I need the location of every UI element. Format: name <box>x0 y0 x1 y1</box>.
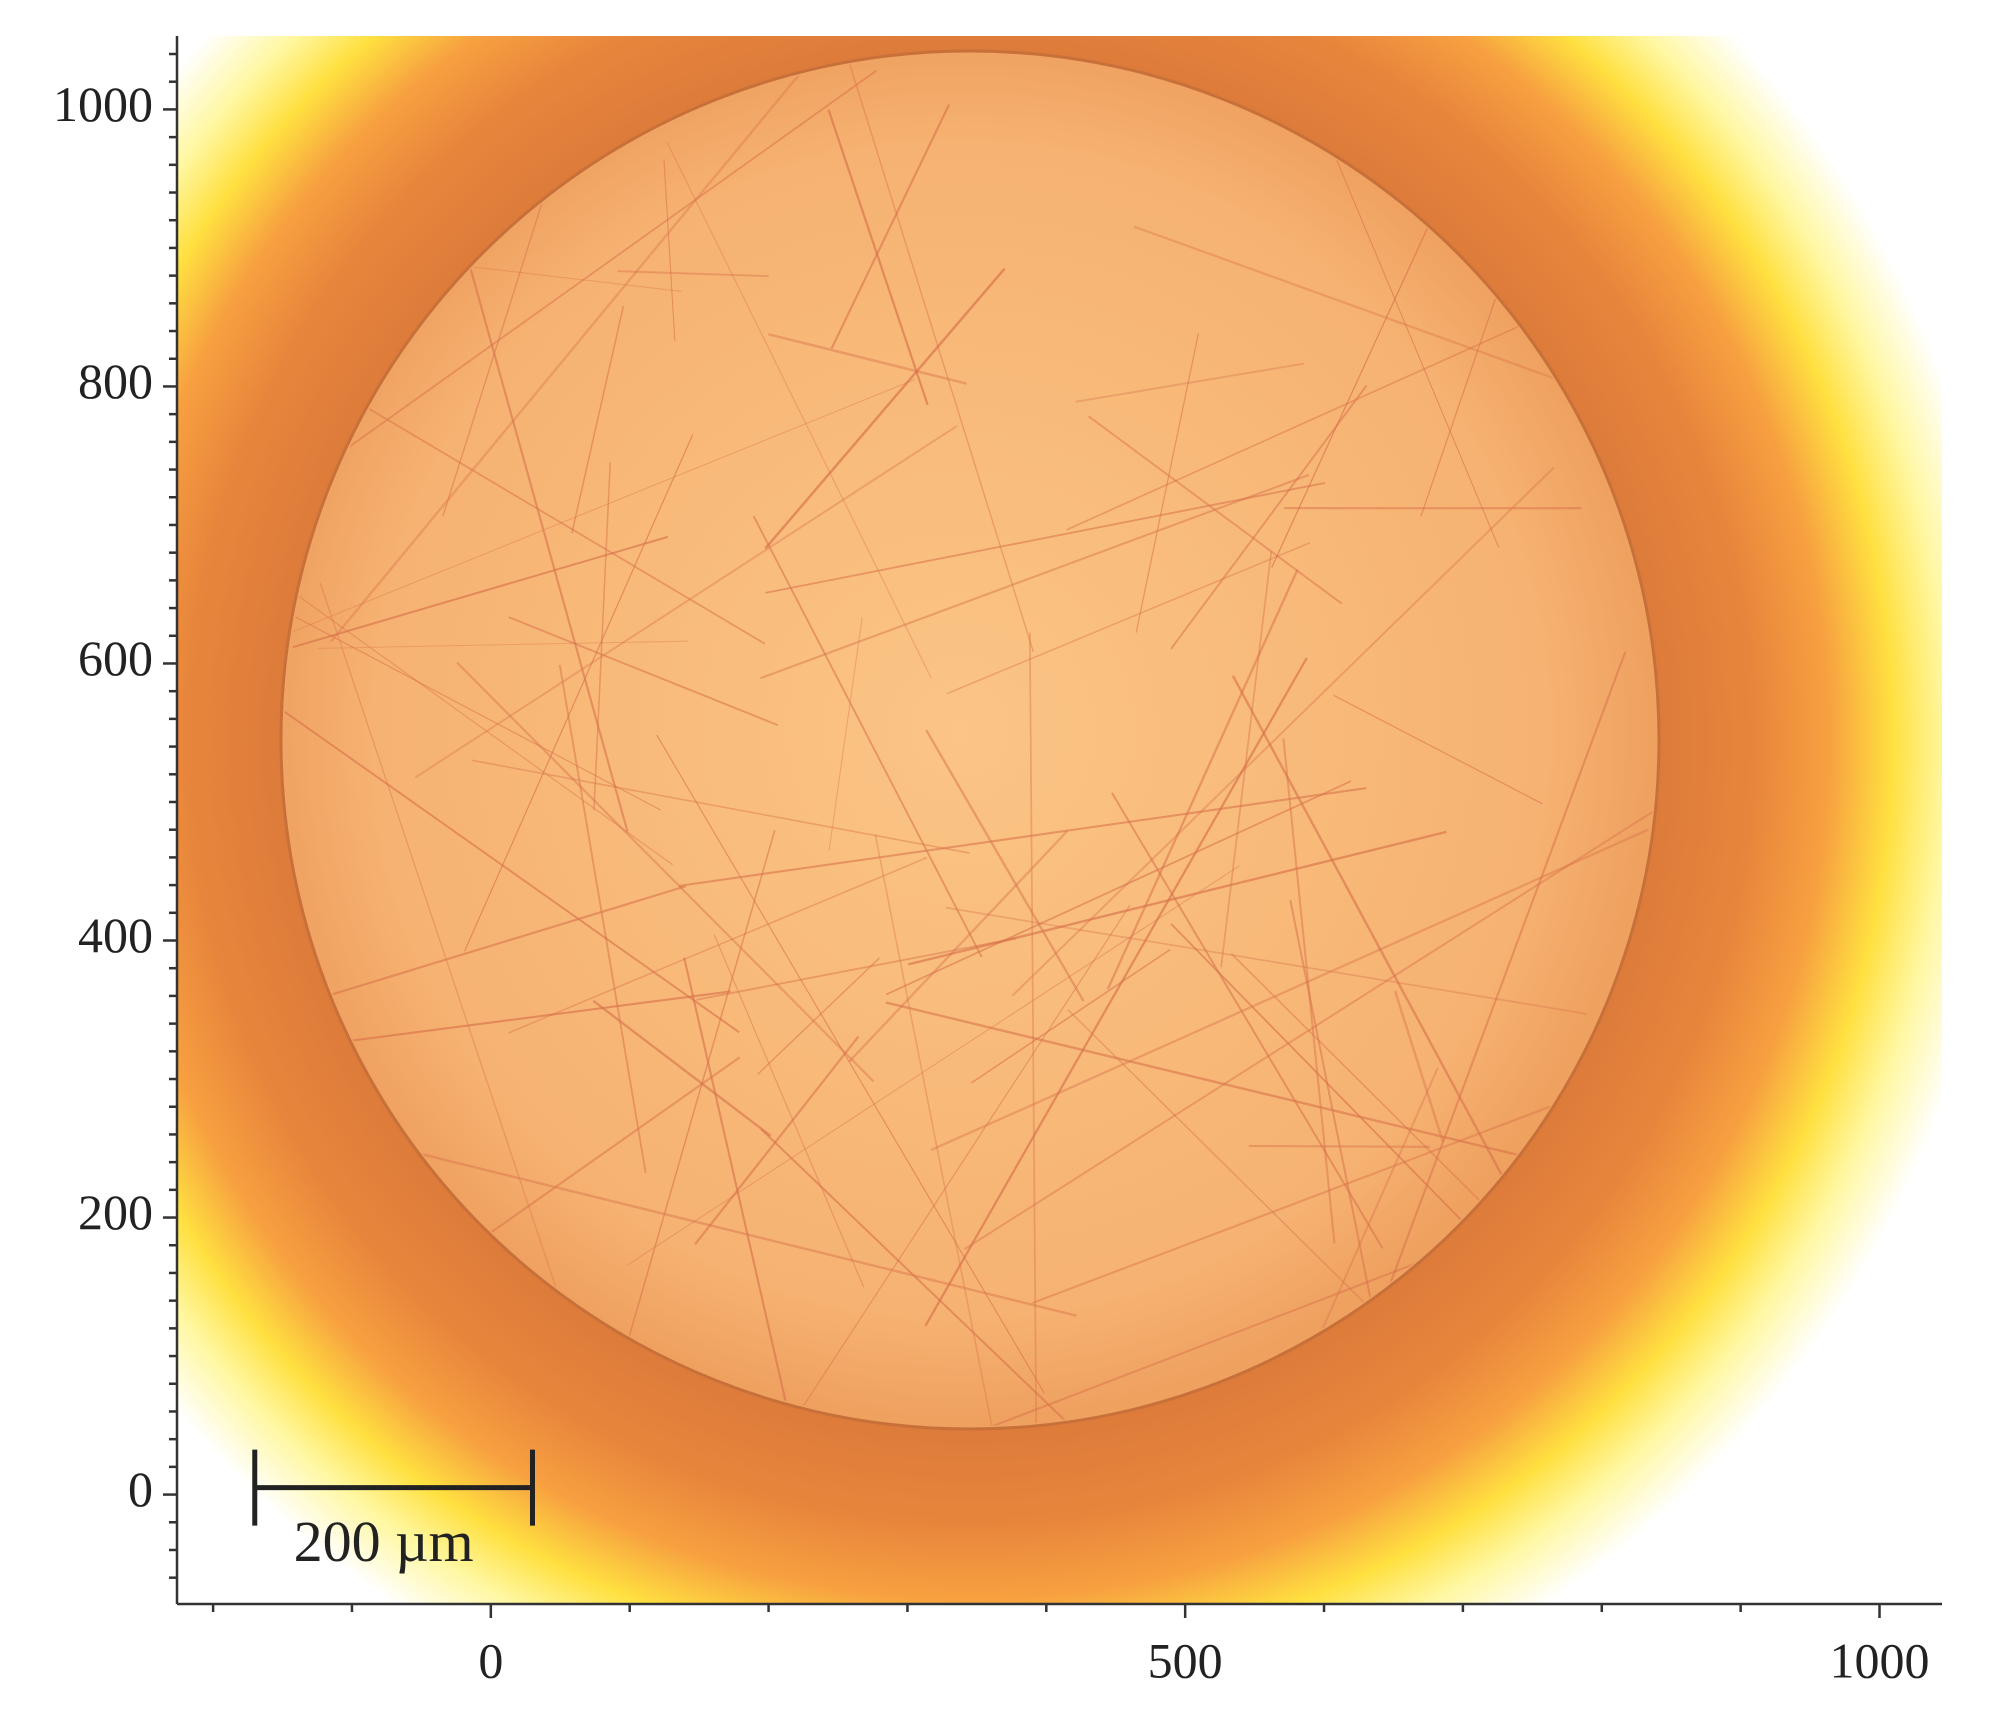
scratch <box>1220 551 1273 968</box>
scratch <box>696 937 1017 1001</box>
scratch <box>558 664 647 1174</box>
x-tick-label: 500 <box>1148 1632 1223 1688</box>
scratch <box>713 934 865 1288</box>
scratch <box>1067 1009 1374 1312</box>
scratch <box>1135 332 1200 633</box>
y-tick-label: 600 <box>78 630 153 686</box>
scratch <box>683 957 806 1426</box>
scratch <box>457 264 682 292</box>
scratch <box>1110 792 1384 1249</box>
scratch <box>764 267 1006 550</box>
scratch <box>627 865 1240 1266</box>
scratch <box>508 856 928 1034</box>
scratch <box>765 481 1326 594</box>
scratch <box>663 160 676 341</box>
scratch <box>757 957 880 1075</box>
scratch <box>830 104 951 350</box>
scratch <box>760 473 1310 680</box>
scratch <box>946 542 1311 695</box>
x-tick-label: 0 <box>478 1632 503 1688</box>
scratch <box>970 948 1171 1084</box>
scratch <box>284 617 740 1034</box>
scratch <box>656 734 1045 1394</box>
scratch <box>1170 384 1368 650</box>
scratch <box>1011 466 1555 997</box>
scratch <box>760 1128 1084 1426</box>
scratch <box>1289 900 1432 1426</box>
scratch <box>339 69 877 455</box>
scale-bar-label: 200 µm <box>294 1509 474 1574</box>
scratch <box>1319 1067 1439 1334</box>
scratch <box>319 582 568 1322</box>
scratch <box>738 904 1131 1426</box>
scratch <box>1106 569 1299 990</box>
y-tick-label: 800 <box>78 353 153 409</box>
scratch <box>1308 92 1500 548</box>
scratch <box>339 1132 1077 1317</box>
scratch <box>812 54 1034 652</box>
scratch <box>571 305 625 534</box>
scratch <box>414 425 958 779</box>
y-tick-label: 0 <box>128 1461 153 1517</box>
scratch <box>508 616 779 726</box>
y-tick-label: 1000 <box>53 76 153 132</box>
y-tick-label: 400 <box>78 907 153 963</box>
scratch <box>592 999 772 1137</box>
scratch <box>1088 415 1343 605</box>
y-tick-label: 200 <box>78 1184 153 1240</box>
scratch <box>874 834 1038 1426</box>
scratch <box>828 617 863 851</box>
scratch <box>456 661 875 1083</box>
scratch <box>1075 362 1305 403</box>
scratch <box>924 657 1308 1327</box>
scratch <box>885 780 1352 996</box>
scratch <box>1333 694 1543 805</box>
scratch <box>1420 285 1501 517</box>
scratch <box>292 535 669 649</box>
scratch <box>471 759 970 854</box>
scratch <box>767 332 968 385</box>
scratch <box>593 462 612 811</box>
scratch <box>329 54 851 643</box>
scratch <box>317 640 688 649</box>
scratch <box>666 141 932 679</box>
scratch <box>284 378 916 679</box>
scratch <box>925 729 1085 1002</box>
scratch <box>945 906 1588 1015</box>
scratch <box>1230 952 1496 1217</box>
micrograph <box>177 36 1942 1604</box>
scratch <box>1231 675 1551 1264</box>
scratch <box>752 515 983 958</box>
scratch <box>930 828 1649 1152</box>
scratch <box>1066 305 1564 531</box>
scratch <box>295 616 662 811</box>
scratch <box>1248 1144 1430 1148</box>
scratch <box>963 803 1656 1251</box>
scratch <box>617 270 769 278</box>
scratch <box>284 885 687 1015</box>
x-tick-label: 1000 <box>1830 1632 1930 1688</box>
scratch <box>694 1035 860 1245</box>
scratch <box>284 990 731 1066</box>
scratch <box>678 787 1367 887</box>
scratch <box>284 548 674 866</box>
scratch <box>1393 990 1445 1143</box>
scratch <box>827 109 929 406</box>
scratch <box>848 830 1068 1063</box>
scratch <box>1282 738 1336 1244</box>
